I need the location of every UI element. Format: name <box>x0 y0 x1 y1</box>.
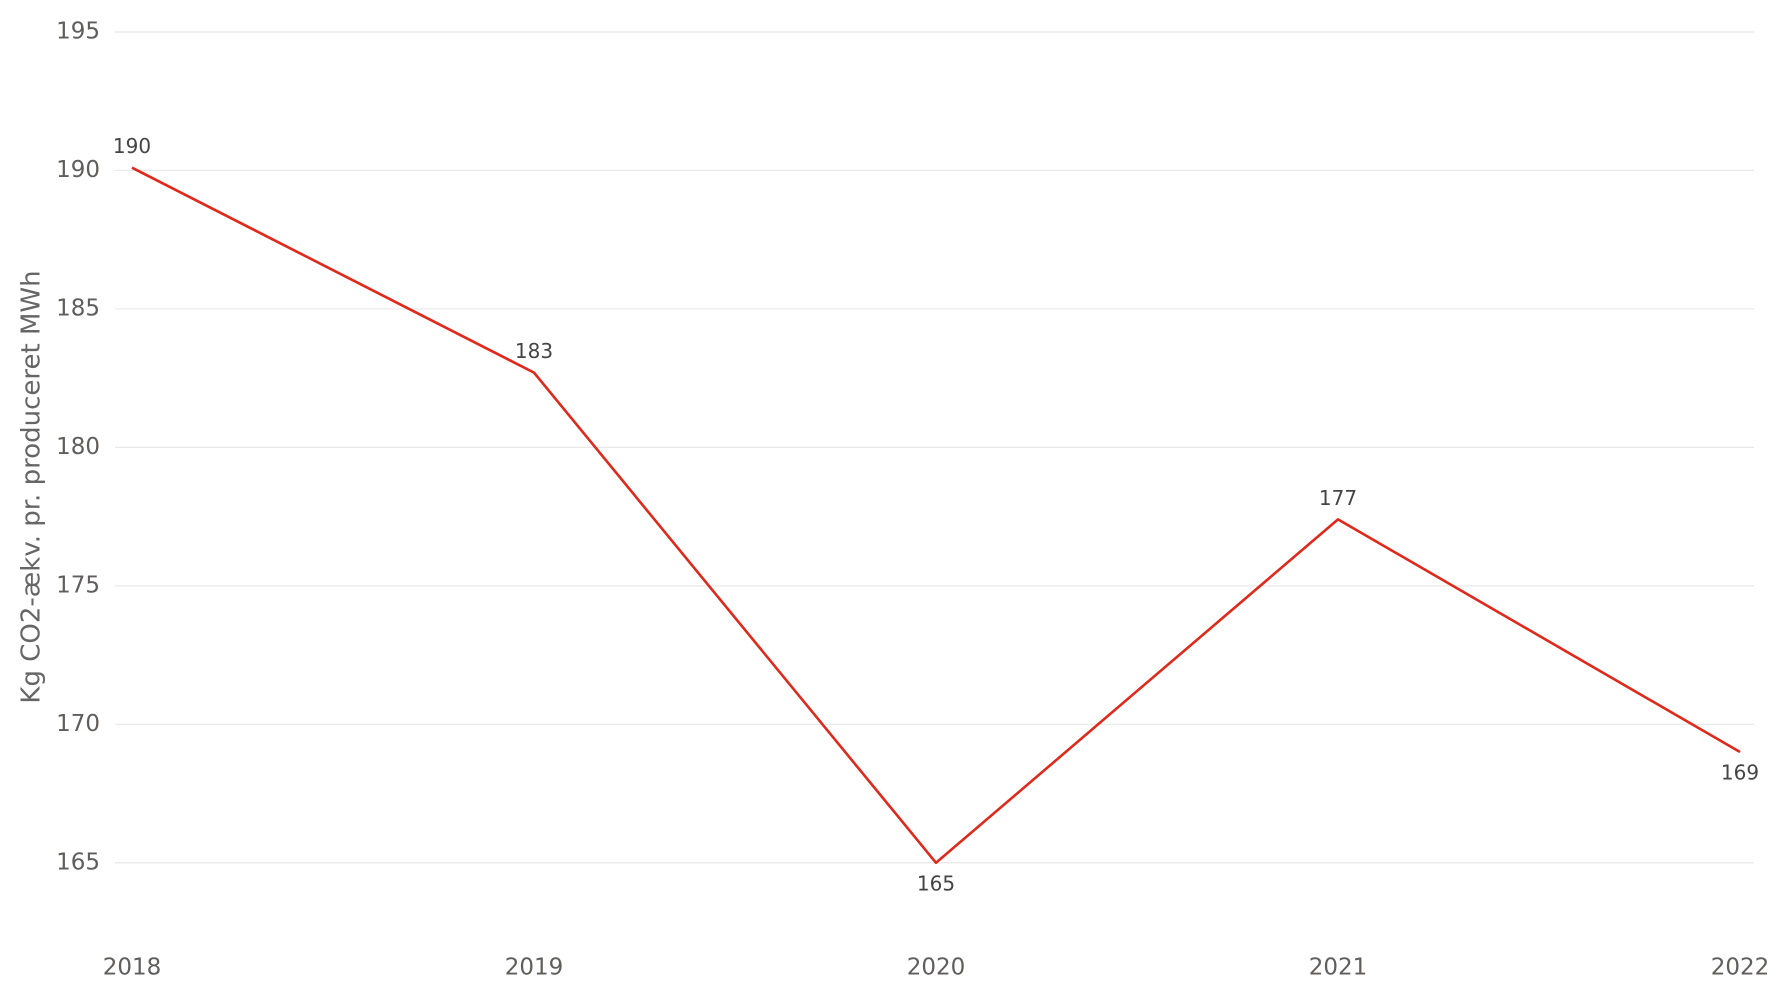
x-tick-label: 2020 <box>907 955 966 981</box>
y-tick-label: 170 <box>56 711 100 737</box>
data-label: 169 <box>1721 761 1759 785</box>
y-tick-label: 185 <box>56 295 100 321</box>
y-tick-label: 190 <box>56 157 100 183</box>
data-label: 165 <box>917 871 955 895</box>
y-axis-title: Kg CO2-ækv. pr. produceret MWh <box>17 270 47 703</box>
line <box>131 166 1741 865</box>
data-label: 183 <box>515 339 553 363</box>
y-tick-label: 195 <box>56 19 100 45</box>
x-tick-label: 2019 <box>505 955 564 981</box>
data-label: 177 <box>1319 486 1357 510</box>
y-tick-label: 175 <box>56 572 100 598</box>
y-tick-label: 180 <box>56 434 100 460</box>
x-tick-label: 2021 <box>1309 955 1368 981</box>
data-label: 190 <box>113 134 151 158</box>
x-tick-label: 2018 <box>103 955 162 981</box>
x-tick-label: 2022 <box>1711 955 1770 981</box>
y-tick-label: 165 <box>56 849 100 875</box>
